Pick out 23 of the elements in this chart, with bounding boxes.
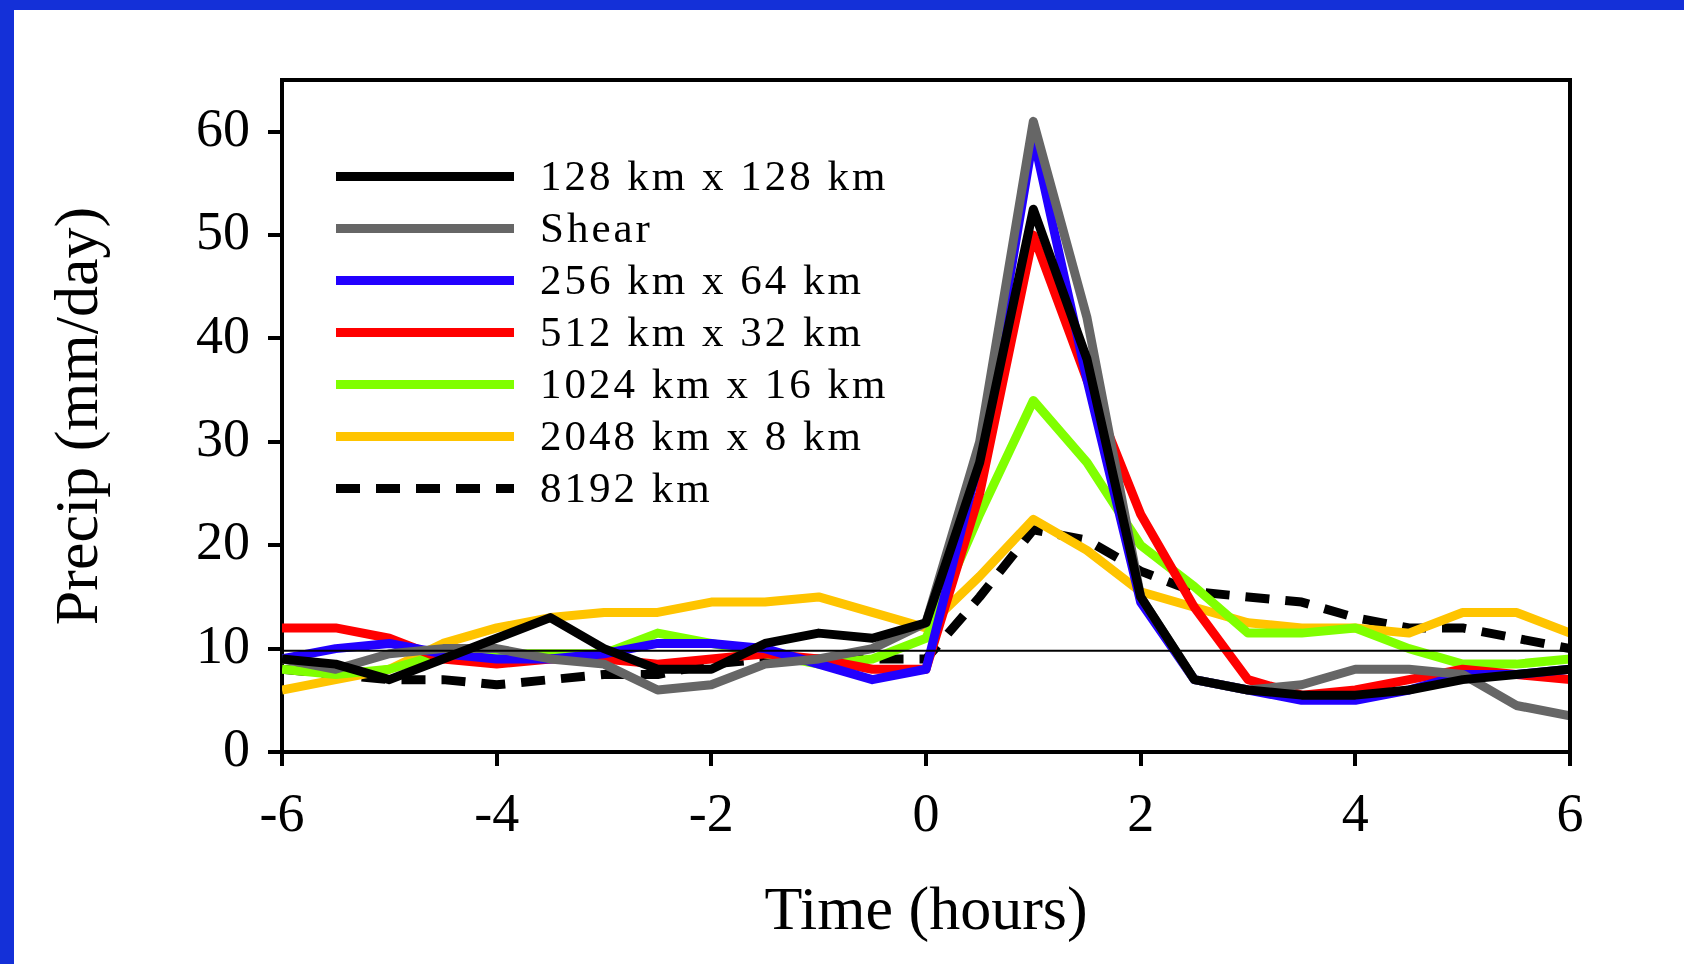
y-tick-label: 60 xyxy=(196,97,250,158)
x-tick-label: 0 xyxy=(912,782,940,843)
x-tick-label: -4 xyxy=(474,782,520,843)
y-tick-label: 10 xyxy=(196,614,250,675)
y-tick-label: 20 xyxy=(196,511,250,572)
legend-label: 8192 km xyxy=(540,463,713,513)
x-tick-label: -2 xyxy=(688,782,734,843)
legend-label: Shear xyxy=(540,203,653,253)
x-tick-label: 4 xyxy=(1341,782,1369,843)
x-tick-label: 2 xyxy=(1127,782,1155,843)
legend-label: 512 km x 32 km xyxy=(540,307,864,357)
legend-label: 1024 km x 16 km xyxy=(540,359,889,409)
y-tick-label: 40 xyxy=(196,304,250,365)
legend-label: 256 km x 64 km xyxy=(540,255,864,305)
y-axis-title: Precip (mm/day) xyxy=(42,206,112,626)
x-axis-title: Time (hours) xyxy=(764,874,1088,944)
y-tick-label: 0 xyxy=(223,718,250,779)
legend-label: 2048 km x 8 km xyxy=(540,411,864,461)
y-tick-label: 30 xyxy=(196,408,250,469)
x-tick-label: 6 xyxy=(1556,782,1584,843)
y-tick-label: 50 xyxy=(196,201,250,262)
x-tick-label: -6 xyxy=(259,782,305,843)
legend-label: 128 km x 128 km xyxy=(540,151,889,201)
